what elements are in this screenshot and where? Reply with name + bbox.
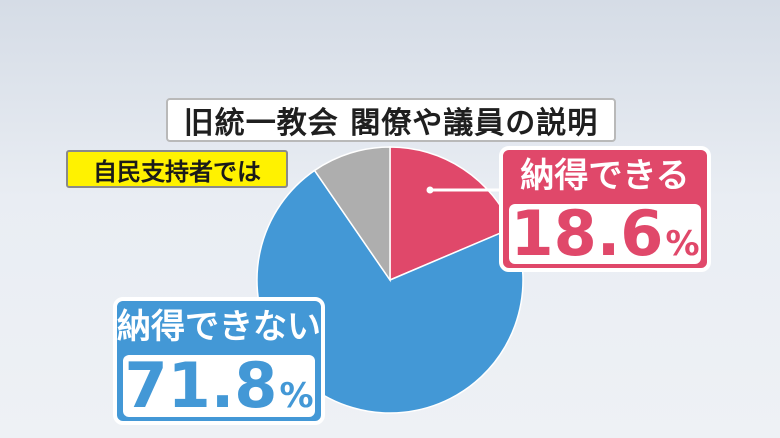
chart-subtitle: 自民支持者では [66, 150, 288, 188]
callout-agree-unit: % [665, 224, 700, 264]
callout-agree-label: 納得できる [520, 156, 690, 196]
callout-disagree-label: 納得できない [117, 307, 321, 347]
pie-slice-other [313, 146, 391, 283]
callout-disagree: 納得できない 71.8% [113, 297, 325, 425]
callout-disagree-value: 71.8 [124, 349, 278, 422]
chart-title: 旧統一教会 閣僚や議員の説明 [166, 98, 616, 142]
leader-dot-agree [426, 186, 434, 194]
callout-agree-value: 18.6 [510, 197, 664, 270]
callout-disagree-unit: % [279, 376, 314, 416]
callout-agree-value-box: 18.6% [509, 197, 701, 270]
callout-disagree-value-box: 71.8% [123, 355, 315, 417]
callout-agree: 納得できる 18.6% [499, 146, 711, 272]
